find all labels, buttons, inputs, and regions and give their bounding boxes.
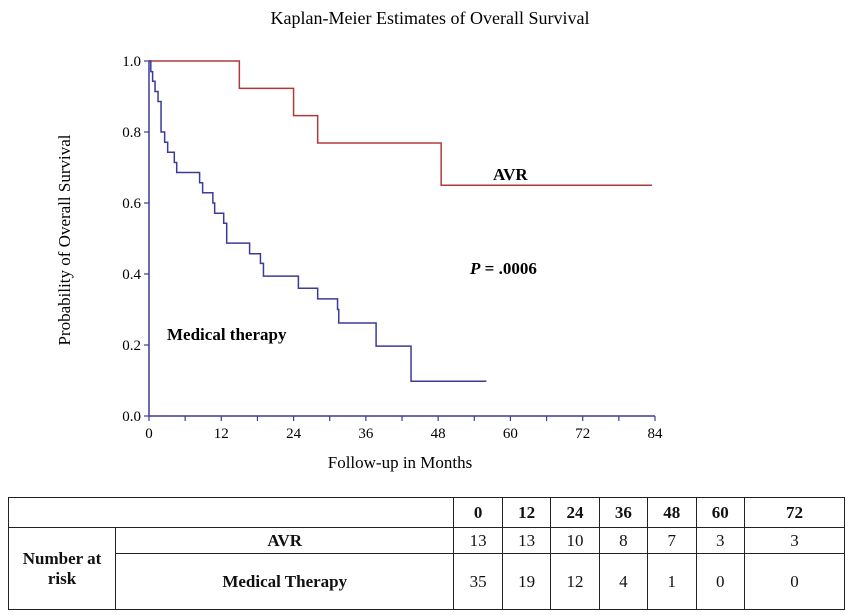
x-tick-label: 48 xyxy=(431,426,446,442)
cell: 13 xyxy=(453,527,503,554)
cell: 19 xyxy=(501,553,552,610)
y-tick-label: 1.0 xyxy=(122,54,141,70)
time-header: 0 xyxy=(453,497,503,528)
time-header: 12 xyxy=(501,497,552,528)
y-tick-label: 0.8 xyxy=(122,125,141,141)
axes: 0.0 0.2 0.4 0.6 0.8 1.0 0 12 24 36 48 60 72 84 xyxy=(122,54,663,442)
row-label: AVR xyxy=(114,527,455,554)
row-group-label: Number at risk xyxy=(8,527,116,610)
time-header: 36 xyxy=(598,497,649,528)
p-value-annotation: P = .0006 xyxy=(469,259,537,278)
cell: 10 xyxy=(550,527,600,554)
p-label: P xyxy=(469,259,481,278)
y-tick-label: 0.6 xyxy=(122,196,141,212)
table-row: Medical Therapy 35 19 12 4 1 0 0 xyxy=(9,553,845,610)
x-tick-label: 36 xyxy=(358,426,374,442)
x-tick-label: 72 xyxy=(575,426,590,442)
time-header: 72 xyxy=(744,497,845,528)
y-tick-label: 0.2 xyxy=(122,338,141,354)
y-tick-label: 0.0 xyxy=(122,409,141,425)
medical-curve-label: Medical therapy xyxy=(167,325,287,344)
cell: 3 xyxy=(744,527,845,554)
y-tick-label: 0.4 xyxy=(122,267,141,283)
cell: 13 xyxy=(501,527,552,554)
p-value: = .0006 xyxy=(480,259,536,278)
time-header: 60 xyxy=(695,497,745,528)
x-tick-label: 60 xyxy=(503,426,518,442)
cell: 12 xyxy=(550,553,600,610)
cell: 0 xyxy=(744,553,845,610)
row-label: Medical Therapy xyxy=(114,553,455,610)
avr-curve-label: AVR xyxy=(493,165,528,184)
time-header: 24 xyxy=(550,497,600,528)
time-header: 48 xyxy=(647,497,697,528)
y-axis-label: Probability of Overall Survival xyxy=(55,134,74,345)
km-chart: Kaplan-Meier Estimates of Overall Surviv… xyxy=(55,8,663,472)
table-header-row: 0 12 24 36 48 60 72 xyxy=(7,497,845,528)
cell: 0 xyxy=(695,553,745,610)
cell: 35 xyxy=(453,553,503,610)
cell: 4 xyxy=(598,553,649,610)
x-tick-label: 0 xyxy=(145,426,153,442)
x-tick-label: 12 xyxy=(214,426,229,442)
cell: 1 xyxy=(647,553,697,610)
table-row: Number at risk AVR 13 13 10 8 7 3 3 xyxy=(8,527,845,610)
x-tick-label: 24 xyxy=(286,426,302,442)
header-empty-cell xyxy=(7,497,455,528)
cell: 3 xyxy=(695,527,745,554)
cell: 7 xyxy=(647,527,697,554)
series-group xyxy=(149,60,652,382)
number-at-risk-table: 0 12 24 36 48 60 72 Number at risk AVR 1… xyxy=(7,497,845,610)
medical-therapy-survival-curve xyxy=(149,60,487,382)
x-axis-label: Follow-up in Months xyxy=(328,453,473,472)
chart-title: Kaplan-Meier Estimates of Overall Surviv… xyxy=(271,8,590,28)
cell: 8 xyxy=(598,527,649,554)
x-tick-label: 84 xyxy=(648,426,664,442)
avr-survival-curve xyxy=(149,60,652,186)
